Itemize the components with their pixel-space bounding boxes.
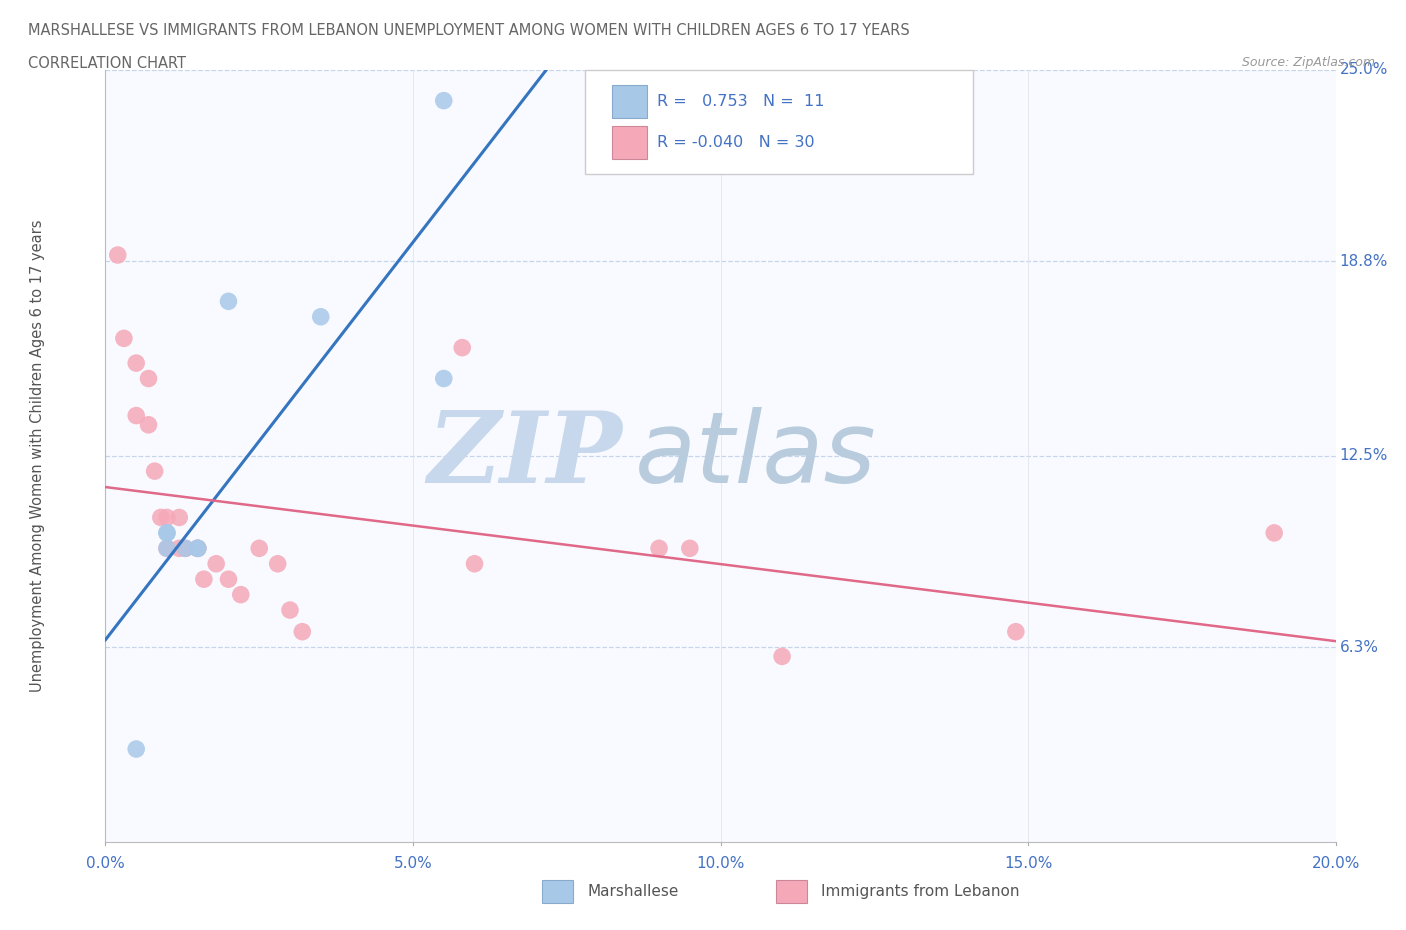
Point: [143, 464, 166, 479]
Text: R =   0.753   N =  11: R = 0.753 N = 11: [657, 94, 824, 109]
Point: [247, 541, 270, 556]
Bar: [613, 126, 647, 158]
Text: Marshallese: Marshallese: [588, 884, 679, 899]
Text: 6.3%: 6.3%: [1340, 640, 1378, 655]
Point: [169, 510, 191, 525]
Bar: [776, 880, 807, 903]
Text: 25.0%: 25.0%: [1340, 62, 1388, 77]
Point: [433, 93, 456, 108]
Text: 5.0%: 5.0%: [394, 856, 433, 870]
FancyBboxPatch shape: [585, 70, 973, 174]
Point: [156, 525, 179, 540]
Text: R = -0.040   N = 30: R = -0.040 N = 30: [657, 135, 814, 150]
Point: [205, 556, 228, 571]
Point: [187, 541, 209, 556]
Bar: [543, 880, 574, 903]
Point: [278, 603, 301, 618]
Point: [138, 418, 160, 432]
Point: [291, 624, 314, 639]
Point: [187, 541, 209, 556]
Point: [464, 556, 486, 571]
Point: [107, 247, 129, 262]
Bar: [613, 86, 647, 117]
Text: 15.0%: 15.0%: [1004, 856, 1052, 870]
Point: [309, 310, 332, 325]
Point: [187, 541, 209, 556]
Text: 0.0%: 0.0%: [86, 856, 125, 870]
Point: [125, 355, 148, 370]
Text: 10.0%: 10.0%: [696, 856, 745, 870]
Text: 18.8%: 18.8%: [1340, 254, 1388, 269]
Point: [433, 371, 456, 386]
Text: CORRELATION CHART: CORRELATION CHART: [28, 56, 186, 71]
Point: [229, 587, 252, 602]
Point: [156, 525, 179, 540]
Point: [1004, 624, 1026, 639]
Point: [149, 510, 172, 525]
Text: 12.5%: 12.5%: [1340, 448, 1388, 463]
Point: [174, 541, 197, 556]
Text: MARSHALLESE VS IMMIGRANTS FROM LEBANON UNEMPLOYMENT AMONG WOMEN WITH CHILDREN AG: MARSHALLESE VS IMMIGRANTS FROM LEBANON U…: [28, 23, 910, 38]
Text: 20.0%: 20.0%: [1312, 856, 1360, 870]
Point: [138, 371, 160, 386]
Point: [156, 541, 179, 556]
Text: atlas: atlas: [634, 407, 876, 504]
Point: [193, 572, 215, 587]
Text: Immigrants from Lebanon: Immigrants from Lebanon: [821, 884, 1019, 899]
Point: [218, 572, 240, 587]
Point: [1263, 525, 1285, 540]
Text: Source: ZipAtlas.com: Source: ZipAtlas.com: [1241, 56, 1375, 69]
Point: [174, 541, 197, 556]
Point: [169, 541, 191, 556]
Point: [156, 510, 179, 525]
Point: [770, 649, 793, 664]
Point: [267, 556, 290, 571]
Point: [125, 741, 148, 756]
Point: [125, 408, 148, 423]
Point: [112, 331, 135, 346]
Point: [218, 294, 240, 309]
Point: [451, 340, 474, 355]
Point: [156, 541, 179, 556]
Text: Unemployment Among Women with Children Ages 6 to 17 years: Unemployment Among Women with Children A…: [31, 219, 45, 692]
Point: [648, 541, 671, 556]
Point: [679, 541, 702, 556]
Point: [187, 541, 209, 556]
Text: ZIP: ZIP: [427, 407, 621, 504]
